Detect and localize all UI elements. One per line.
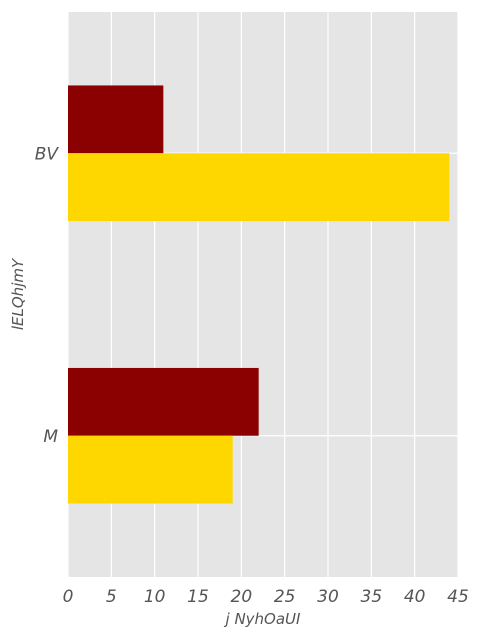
bar bbox=[68, 435, 233, 504]
bar bbox=[68, 85, 164, 154]
x-tick-label: 45 bbox=[447, 587, 469, 607]
x-axis-label: j NyhOaUI bbox=[224, 610, 302, 628]
x-tick-label: 10 bbox=[144, 587, 166, 607]
bar bbox=[68, 367, 259, 436]
x-tick-label: 20 bbox=[231, 587, 253, 607]
y-axis-label: lELQhjmY bbox=[9, 257, 27, 330]
x-tick-label: 15 bbox=[187, 587, 209, 607]
x-tick-labels: 0 5 10 15 20 25 30 35 40 45 bbox=[63, 587, 469, 607]
y-tick-label: M bbox=[43, 427, 58, 447]
x-tick-label: 5 bbox=[106, 587, 117, 607]
x-tick-label: 35 bbox=[361, 587, 383, 607]
x-tick-label: 25 bbox=[274, 587, 296, 607]
bar bbox=[68, 153, 450, 222]
y-tick-label: BV bbox=[35, 144, 60, 164]
y-tick-labels: BV M bbox=[35, 144, 60, 447]
x-tick-label: 40 bbox=[404, 587, 426, 607]
x-tick-label: 0 bbox=[63, 587, 74, 607]
x-tick-label: 30 bbox=[317, 587, 339, 607]
bars bbox=[68, 85, 450, 504]
